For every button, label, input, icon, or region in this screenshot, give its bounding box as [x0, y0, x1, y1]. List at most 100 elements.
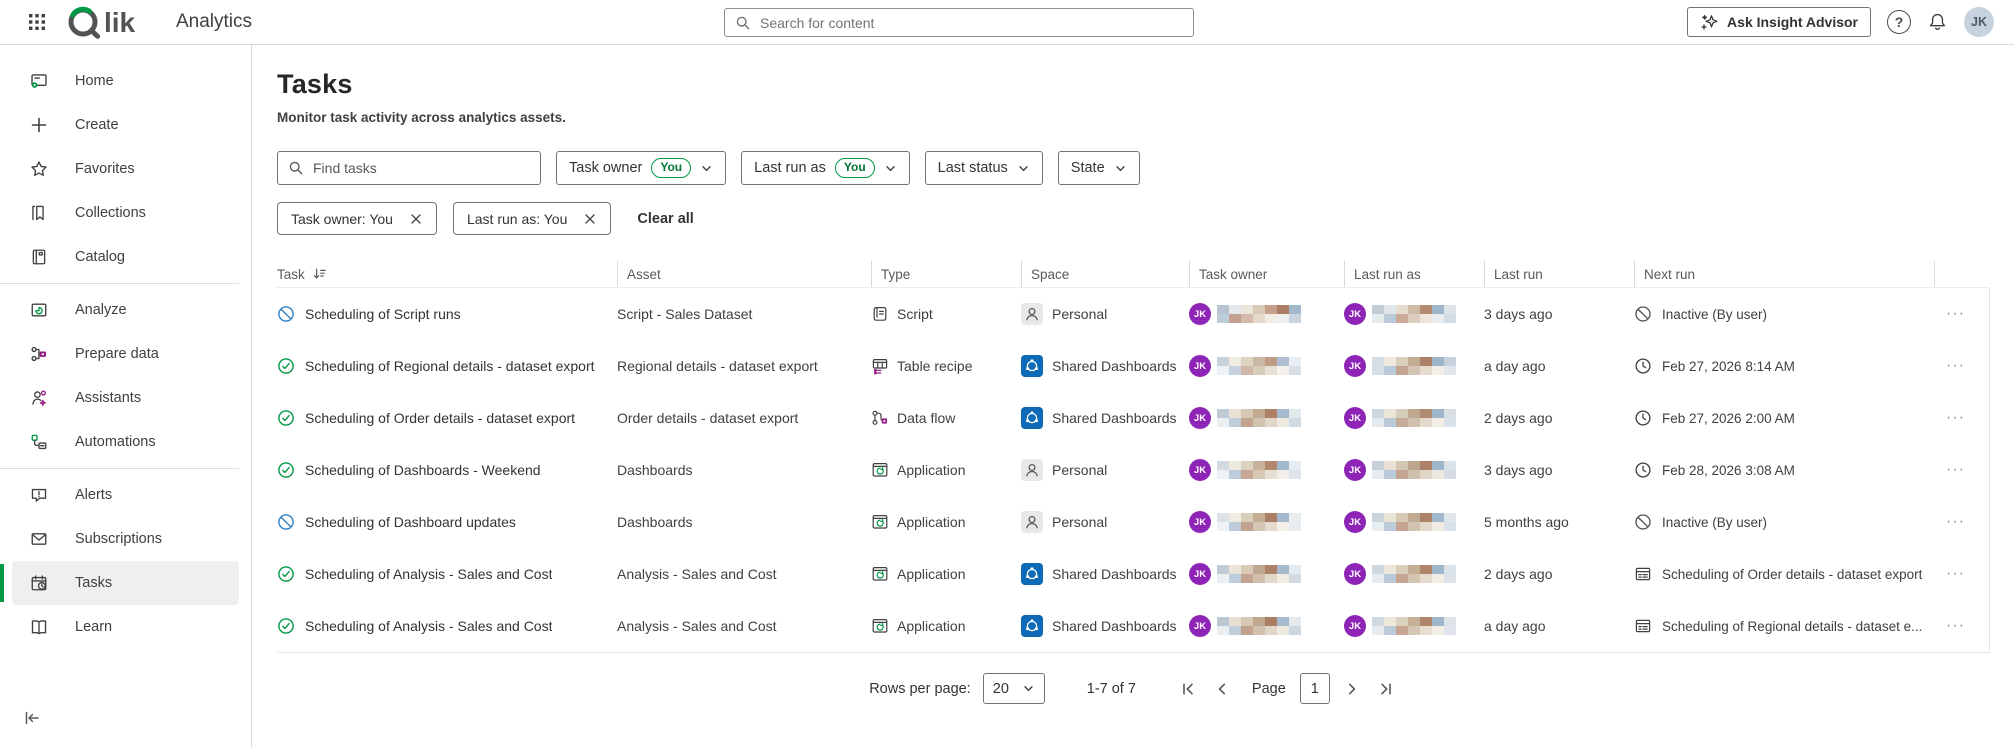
user-avatar: JK [1344, 563, 1366, 585]
row-actions-button[interactable]: ··· [1946, 409, 1965, 426]
global-search-input[interactable] [760, 14, 1183, 31]
find-tasks-input[interactable] [313, 160, 530, 176]
type-label: Application [897, 514, 966, 530]
sidebar-item-catalog[interactable]: Catalog [12, 235, 239, 279]
sidebar-item-alerts[interactable]: Alerts [12, 473, 239, 517]
filter-dropdown-label: Last status [937, 160, 1008, 176]
clear-all-filters[interactable]: Clear all [637, 210, 694, 227]
inactive-circle-icon [1634, 513, 1652, 531]
global-search[interactable] [724, 8, 1194, 37]
filter-dropdown-task-owner[interactable]: Task owner You [556, 151, 727, 185]
sidebar-item-learn[interactable]: Learn [12, 605, 239, 649]
filter-chip-last-run-as-you[interactable]: Last run as: You [452, 202, 612, 235]
sidebar-item-analyze[interactable]: Analyze [12, 288, 239, 332]
filter-dropdown-last-status[interactable]: Last status [924, 151, 1043, 185]
next-run-label: Scheduling of Order details - dataset ex… [1662, 566, 1923, 582]
task-owner-cell: JK [1189, 459, 1344, 481]
table-row[interactable]: Scheduling of Dashboard updates Dashboard… [277, 496, 1989, 548]
sidebar-item-label: Prepare data [75, 346, 159, 362]
column-header-space[interactable]: Space [1021, 261, 1189, 287]
application-icon [871, 565, 889, 583]
table-row[interactable]: Scheduling of Analysis - Sales and Cost A… [277, 548, 1989, 600]
sidebar-item-assistants[interactable]: Assistants [12, 376, 239, 420]
blurred-user-name [1217, 305, 1301, 323]
user-avatar[interactable]: JK [1964, 7, 1994, 37]
ask-insight-advisor-button[interactable]: Ask Insight Advisor [1687, 7, 1871, 37]
sidebar-item-favorites[interactable]: Favorites [12, 147, 239, 191]
page-title: Tasks [277, 69, 353, 99]
subscriptions-icon [28, 530, 50, 548]
blurred-user-name [1372, 305, 1456, 323]
sidebar-item-collections[interactable]: Collections [12, 191, 239, 235]
blurred-user-name [1372, 565, 1456, 583]
find-tasks-search[interactable] [277, 151, 541, 185]
previous-page-button[interactable] [1210, 677, 1234, 701]
app-launcher-button[interactable] [20, 5, 54, 39]
column-header-asset[interactable]: Asset [617, 261, 871, 287]
help-icon[interactable]: ? [1887, 10, 1911, 34]
column-header-last-run-as[interactable]: Last run as [1344, 261, 1484, 287]
sidebar-item-subscriptions[interactable]: Subscriptions [12, 517, 239, 561]
space-label: Personal [1052, 462, 1108, 478]
status-ok-icon [277, 565, 295, 583]
row-actions-button[interactable]: ··· [1946, 513, 1965, 530]
user-avatar: JK [1189, 407, 1211, 429]
column-header-task-owner[interactable]: Task owner [1189, 261, 1344, 287]
type-label: Data flow [897, 410, 956, 426]
product-name: Analytics [176, 11, 253, 32]
column-header-task[interactable]: Task [277, 261, 617, 287]
table-row[interactable]: Scheduling of Order details - dataset ex… [277, 392, 1989, 444]
next-page-button[interactable] [1340, 677, 1364, 701]
application-icon [871, 617, 889, 635]
notifications-bell-icon[interactable] [1927, 12, 1948, 33]
top-bar: lik Analytics Ask Insight Advisor ? JK [0, 0, 2014, 45]
table-row[interactable]: Scheduling of Regional details - dataset… [277, 340, 1989, 392]
tasks-icon [28, 574, 50, 592]
space-label: Shared Dashboards [1052, 618, 1177, 634]
sidebar-item-label: Learn [75, 619, 113, 635]
prepare-data-icon [28, 345, 50, 363]
last-page-button[interactable] [1374, 677, 1398, 701]
next-run-label: Inactive (By user) [1662, 306, 1768, 322]
qlik-logo[interactable]: lik [66, 4, 162, 40]
filter-selected-badge: You [651, 158, 692, 178]
last-run-as-cell: JK [1344, 615, 1484, 637]
table-row[interactable]: Scheduling of Script runs Script - Sales … [277, 288, 1989, 340]
row-actions-button[interactable]: ··· [1946, 461, 1965, 478]
asset-name: Order details - dataset export [617, 410, 799, 426]
column-header-next-run[interactable]: Next run [1634, 261, 1934, 287]
row-actions-button[interactable]: ··· [1946, 617, 1965, 634]
collapse-sidebar-button[interactable] [22, 708, 42, 733]
sidebar-item-automations[interactable]: Automations [12, 420, 239, 464]
first-page-button[interactable] [1176, 677, 1200, 701]
last-run-as-cell: JK [1344, 355, 1484, 377]
alerts-icon [28, 486, 50, 504]
rows-per-page-select[interactable]: 20 [982, 673, 1045, 704]
column-header-last-run[interactable]: Last run [1484, 261, 1634, 287]
user-avatar: JK [1189, 563, 1211, 585]
filter-chip-task-owner-you[interactable]: Task owner: You [277, 202, 437, 235]
status-ok-icon [277, 461, 295, 479]
collections-icon [28, 204, 50, 222]
sparkle-icon [1700, 13, 1719, 32]
filter-chip-label: Last run as: You [466, 210, 568, 227]
row-actions-button[interactable]: ··· [1946, 565, 1965, 582]
sidebar-item-tasks[interactable]: Tasks [0, 561, 239, 605]
row-actions-button[interactable]: ··· [1946, 357, 1965, 374]
row-actions-button[interactable]: ··· [1946, 305, 1965, 322]
filter-dropdown-label: Task owner [569, 160, 643, 176]
page-number-input[interactable] [1299, 673, 1330, 704]
next-run-label: Scheduling of Regional details - dataset… [1662, 618, 1923, 634]
sidebar-item-create[interactable]: Create [12, 103, 239, 147]
asset-name: Analysis - Sales and Cost [617, 566, 777, 582]
filter-dropdown-state[interactable]: State [1057, 151, 1140, 185]
table-row[interactable]: Scheduling of Analysis - Sales and Cost A… [277, 600, 1989, 652]
column-header-type[interactable]: Type [871, 261, 1021, 287]
sidebar-item-prepare-data[interactable]: Prepare data [12, 332, 239, 376]
filter-dropdown-last-run-as[interactable]: Last run as You [741, 151, 910, 185]
sidebar-item-home[interactable]: Home [12, 59, 239, 103]
task-owner-cell: JK [1189, 615, 1344, 637]
table-row[interactable]: Scheduling of Dashboards - Weekend Dashbo… [277, 444, 1989, 496]
column-header-actions[interactable] [1934, 261, 1990, 287]
blurred-user-name [1217, 565, 1301, 583]
